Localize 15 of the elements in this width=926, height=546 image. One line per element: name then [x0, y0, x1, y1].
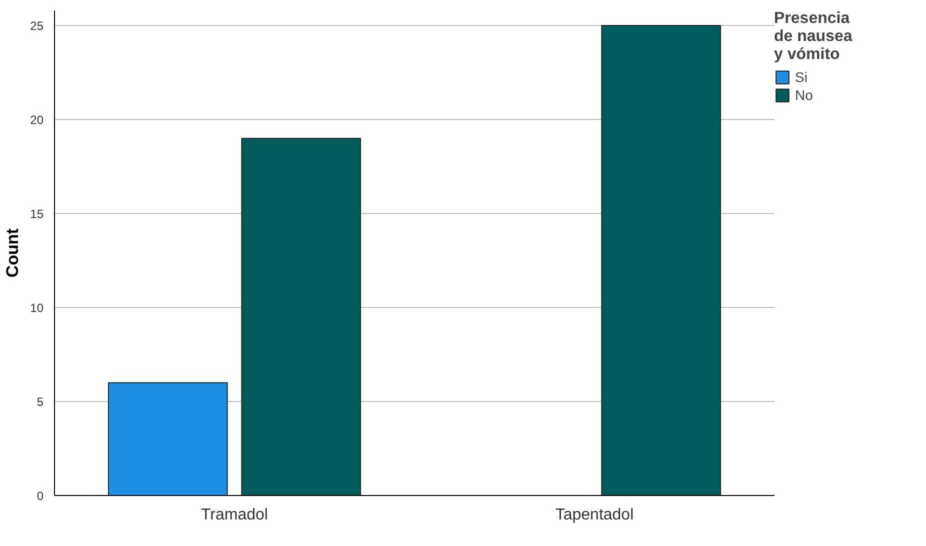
y-tick-label: 25 — [30, 19, 44, 34]
bar — [601, 25, 721, 496]
y-axis-title: Count — [3, 228, 22, 278]
y-tick-label: 20 — [30, 113, 44, 128]
x-tick-label: Tapentadol — [555, 506, 634, 524]
bar — [108, 382, 228, 496]
y-tick-label: 0 — [36, 489, 44, 503]
legend-label: Si — [795, 69, 808, 85]
legend-label: No — [795, 87, 814, 103]
y-tick-label: 10 — [30, 301, 44, 316]
bar — [241, 138, 361, 496]
y-tick-label: 15 — [30, 207, 44, 222]
x-tick-label: Tramadol — [201, 506, 268, 524]
y-tick-label: 5 — [36, 395, 44, 410]
legend-title: Presencia de nausea y vómito — [774, 10, 852, 64]
